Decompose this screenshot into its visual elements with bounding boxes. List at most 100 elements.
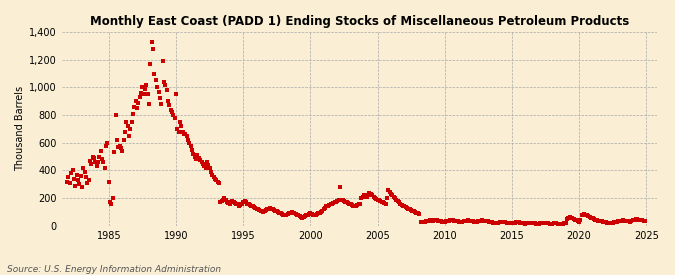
Point <box>309 213 320 218</box>
Point <box>129 104 140 109</box>
Point <box>360 194 371 198</box>
Point <box>500 220 510 224</box>
Point <box>261 208 271 212</box>
Point <box>361 195 372 199</box>
Point <box>265 206 275 210</box>
Point <box>262 207 273 211</box>
Point <box>180 132 191 137</box>
Point <box>476 218 487 223</box>
Point <box>372 197 383 202</box>
Point <box>362 193 373 198</box>
Point <box>571 218 582 222</box>
Point <box>520 221 531 226</box>
Point <box>239 199 250 203</box>
Point <box>294 214 305 218</box>
Point <box>152 85 163 90</box>
Point <box>242 202 252 206</box>
Point <box>118 138 129 142</box>
Point <box>121 120 132 124</box>
Point <box>106 202 117 207</box>
Point <box>416 220 427 225</box>
Point <box>215 200 225 205</box>
Point <box>126 120 137 124</box>
Point <box>548 221 559 226</box>
Point <box>621 219 632 223</box>
Point <box>153 89 164 94</box>
Point <box>335 185 346 189</box>
Point <box>485 220 496 224</box>
Point <box>183 138 194 142</box>
Point <box>602 220 613 225</box>
Point <box>246 204 256 208</box>
Point <box>111 138 122 142</box>
Point <box>80 175 91 180</box>
Point <box>433 218 443 223</box>
Point <box>423 218 434 223</box>
Point <box>151 78 161 82</box>
Text: Source: U.S. Energy Information Administration: Source: U.S. Energy Information Administ… <box>7 265 221 274</box>
Point <box>505 221 516 226</box>
Point <box>134 95 145 99</box>
Point <box>384 190 395 194</box>
Point <box>114 143 125 148</box>
Point <box>493 220 504 225</box>
Point <box>418 220 429 224</box>
Point <box>74 182 84 186</box>
Point <box>452 219 462 223</box>
Point <box>200 166 211 170</box>
Point <box>270 208 281 213</box>
Point <box>316 210 327 214</box>
Point <box>442 219 453 223</box>
Point <box>494 220 505 224</box>
Point <box>141 82 152 87</box>
Point <box>626 219 637 223</box>
Point <box>544 221 555 226</box>
Point <box>343 201 354 205</box>
Point <box>564 215 575 219</box>
Point <box>188 152 199 156</box>
Point <box>191 157 202 162</box>
Point <box>369 196 380 200</box>
Point <box>128 111 138 116</box>
Point <box>159 80 169 84</box>
Point <box>217 197 228 202</box>
Point <box>199 164 210 169</box>
Point <box>86 161 97 166</box>
Point <box>227 199 238 203</box>
Point <box>172 127 183 131</box>
Point <box>575 218 586 222</box>
Point <box>168 113 179 117</box>
Point <box>285 211 296 215</box>
Point <box>273 210 284 214</box>
Point <box>371 197 381 201</box>
Point <box>179 132 190 137</box>
Point <box>209 177 220 181</box>
Point <box>502 221 513 225</box>
Point <box>342 200 352 205</box>
Point <box>259 208 270 213</box>
Point <box>552 221 563 226</box>
Point <box>95 149 106 153</box>
Point <box>293 213 304 218</box>
Point <box>624 219 634 224</box>
Point <box>589 217 599 221</box>
Point <box>228 199 239 204</box>
Point <box>364 191 375 195</box>
Point <box>402 206 412 210</box>
Point <box>506 221 517 225</box>
Point <box>157 59 168 63</box>
Point <box>92 160 103 164</box>
Point <box>512 220 522 224</box>
Point <box>173 130 184 134</box>
Point <box>282 212 293 216</box>
Point <box>610 220 621 224</box>
Point <box>517 221 528 225</box>
Point <box>535 221 545 226</box>
Point <box>225 200 236 205</box>
Point <box>415 219 426 224</box>
Point <box>133 100 144 105</box>
Point <box>79 170 90 174</box>
Point <box>171 92 182 97</box>
Point <box>156 102 167 106</box>
Point <box>560 221 571 225</box>
